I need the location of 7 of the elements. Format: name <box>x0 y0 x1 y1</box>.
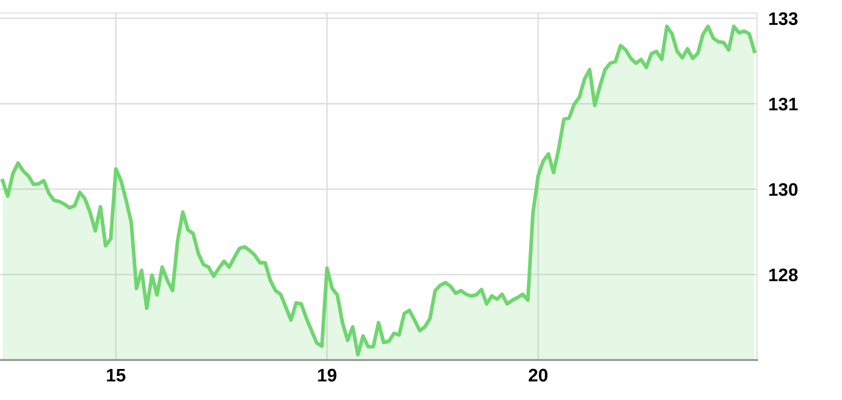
y-tick-label: 131 <box>769 98 798 110</box>
y-tick-label: 128 <box>769 268 798 282</box>
x-tick-label: 19 <box>318 368 336 382</box>
y-tick-label: 130 <box>769 183 798 196</box>
x-tick-label: 15 <box>106 368 126 382</box>
x-tick-label: 20 <box>528 368 548 382</box>
y-tick-label: 133 <box>769 12 798 26</box>
